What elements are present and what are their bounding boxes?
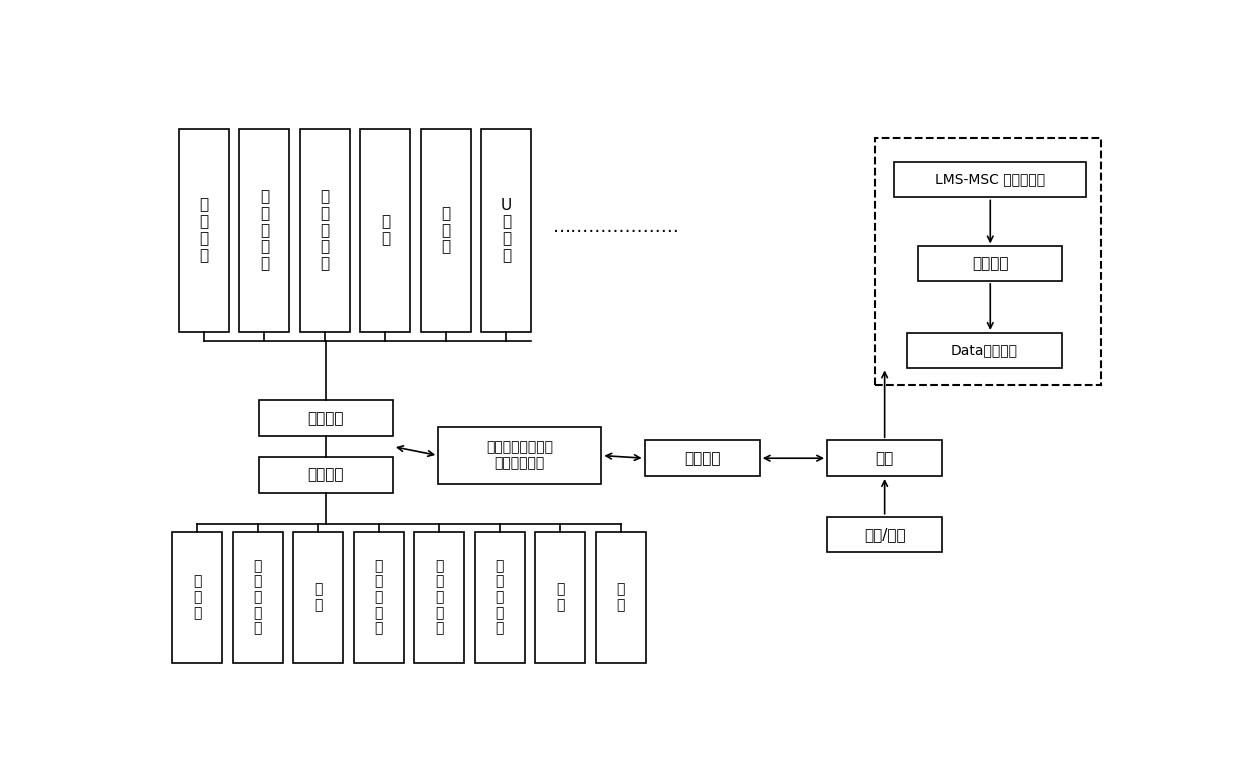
Bar	[353, 532, 404, 663]
Bar	[828, 440, 942, 476]
Text: Data（路谱）: Data（路谱）	[952, 343, 1018, 357]
Bar	[294, 532, 343, 663]
Bar	[907, 333, 1062, 367]
Bar	[895, 162, 1087, 198]
Text: 轮
胎: 轮 胎	[380, 215, 390, 246]
Bar	[918, 246, 1062, 281]
Bar	[300, 129, 349, 332]
Text: 道路试验: 道路试验	[973, 257, 1009, 271]
Text: LMS-MSC 六分力设备: LMS-MSC 六分力设备	[935, 173, 1046, 187]
Text: 试验样件: 试验样件	[307, 411, 344, 425]
Bar	[233, 532, 282, 663]
Text: 实验台架: 实验台架	[307, 467, 344, 482]
Text: 托
盘: 托 盘	[616, 583, 624, 612]
Bar	[596, 532, 646, 663]
Text: 皮
带: 皮 带	[556, 583, 564, 612]
Bar	[259, 401, 393, 436]
Text: 水
平
反
力
座: 水 平 反 力 座	[254, 559, 261, 636]
Text: 随机/迭代: 随机/迭代	[864, 527, 906, 542]
Text: 铁
地
板: 铁 地 板	[193, 574, 201, 620]
Bar	[535, 532, 585, 663]
Bar	[421, 129, 471, 332]
Bar	[481, 129, 532, 332]
Bar	[239, 129, 289, 332]
Text: 数控系统: 数控系统	[684, 451, 720, 466]
Text: 作动器组件（作动
器、联轴器）: 作动器组件（作动 器、联轴器）	[486, 441, 554, 470]
Text: 制
动
鼓
总
成: 制 动 鼓 总 成	[320, 189, 330, 271]
Bar	[475, 532, 524, 663]
Text: U
型
螺
栓: U 型 螺 栓	[501, 198, 512, 263]
Bar	[875, 138, 1100, 385]
Text: 桥
壳
总
成: 桥 壳 总 成	[199, 198, 208, 263]
Bar	[414, 532, 465, 663]
Bar	[178, 129, 229, 332]
Text: 减
震
器
夹
具: 减 震 器 夹 具	[496, 559, 504, 636]
Bar	[644, 440, 760, 476]
Text: 后
吊
耳
夹
具: 后 吊 耳 夹 具	[435, 559, 444, 636]
Text: 减
震
器: 减 震 器	[441, 206, 451, 254]
Bar	[172, 532, 222, 663]
Text: 钢
板
弹
簧
总: 钢 板 弹 簧 总	[260, 189, 269, 271]
Bar	[361, 129, 410, 332]
Text: 电脑: 电脑	[876, 451, 893, 466]
Bar	[439, 427, 601, 484]
Bar	[259, 457, 393, 493]
Bar	[828, 517, 942, 553]
Text: …………………: …………………	[554, 219, 680, 236]
Text: 立
柱: 立 柱	[313, 583, 322, 612]
Text: 前
吊
耳
夹
具: 前 吊 耳 夹 具	[374, 559, 383, 636]
